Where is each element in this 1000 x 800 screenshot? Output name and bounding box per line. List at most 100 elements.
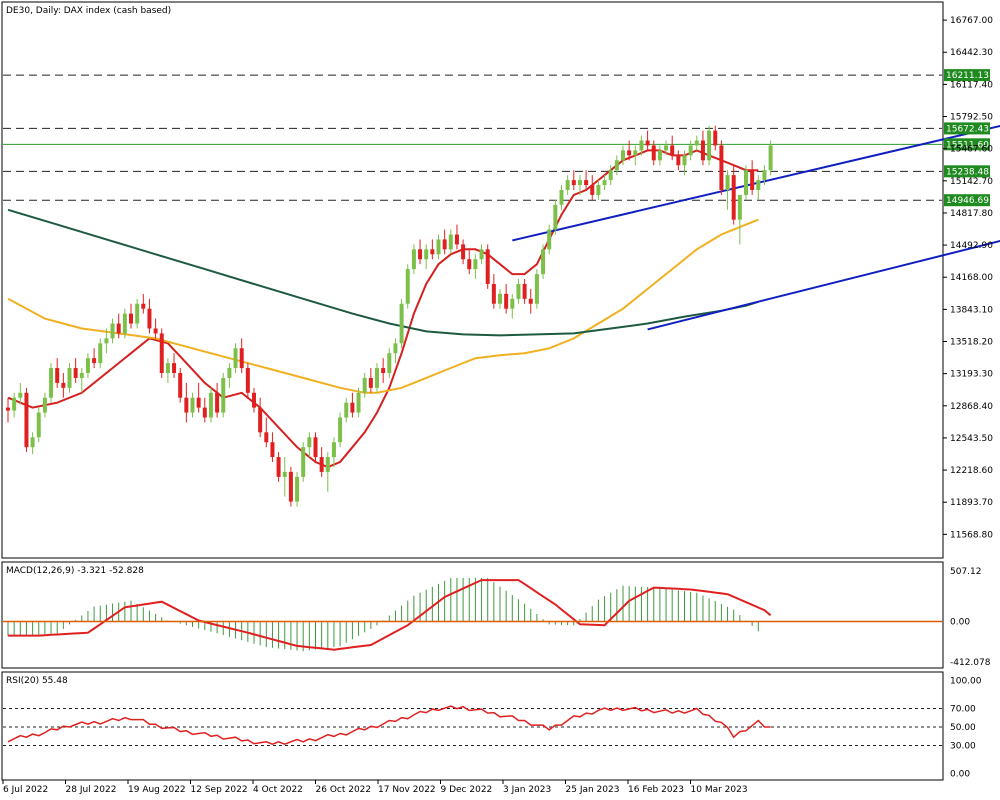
rsi-y-tick-label: 0.00 bbox=[950, 769, 970, 779]
candle bbox=[196, 397, 201, 408]
candle bbox=[485, 249, 490, 284]
candle bbox=[590, 185, 595, 195]
candle bbox=[725, 175, 730, 190]
candle bbox=[664, 145, 669, 151]
y-tick-label: 12543.50 bbox=[950, 434, 993, 444]
candle bbox=[36, 412, 41, 438]
level-tag-label: 16211.13 bbox=[946, 71, 989, 81]
axis-layer: 16211.13 15672.43 15511.60 15238.48 14946.69… bbox=[2, 16, 993, 795]
candle bbox=[762, 170, 767, 181]
candle bbox=[202, 407, 207, 418]
candle bbox=[448, 234, 453, 250]
candle bbox=[270, 442, 275, 458]
y-tick-label: 14492.90 bbox=[950, 241, 993, 251]
rsi-y-tick-label: 70.00 bbox=[950, 704, 976, 714]
candle bbox=[368, 377, 373, 388]
candle bbox=[399, 303, 404, 344]
candle bbox=[375, 368, 379, 388]
candle bbox=[344, 402, 349, 418]
candle bbox=[313, 437, 318, 458]
macd-y-tick-label: 507.12 bbox=[950, 567, 982, 577]
candle bbox=[577, 180, 582, 186]
candle bbox=[614, 160, 619, 171]
candle bbox=[461, 244, 466, 260]
candle bbox=[418, 249, 423, 260]
candle bbox=[356, 392, 361, 413]
candle bbox=[473, 259, 478, 270]
candle bbox=[528, 298, 533, 304]
y-tick-label: 14168.00 bbox=[950, 273, 993, 283]
candle bbox=[276, 457, 281, 477]
candle bbox=[737, 194, 742, 220]
candle bbox=[510, 298, 515, 309]
candle bbox=[670, 145, 675, 156]
y-tick-label: 16767.00 bbox=[950, 16, 993, 26]
price-chart-layer bbox=[3, 74, 1000, 507]
candle bbox=[49, 368, 54, 398]
candle bbox=[682, 155, 687, 166]
candle bbox=[565, 180, 570, 190]
y-tick-label: 14817.80 bbox=[950, 209, 993, 219]
y-tick-label: 13518.20 bbox=[950, 338, 993, 348]
macd-panel[interactable] bbox=[1, 561, 944, 669]
macd-title: MACD(12,26,9) -3.321 -52.828 bbox=[6, 566, 144, 576]
candle bbox=[172, 363, 177, 373]
candle bbox=[190, 397, 195, 413]
candle bbox=[92, 358, 97, 364]
candle bbox=[264, 432, 269, 443]
candle bbox=[319, 457, 324, 472]
price-panel[interactable] bbox=[1, 1, 944, 559]
candle bbox=[258, 407, 263, 433]
candle bbox=[541, 249, 546, 275]
candle bbox=[498, 293, 502, 304]
candle bbox=[405, 269, 410, 304]
candle bbox=[559, 189, 564, 205]
candle bbox=[639, 140, 644, 151]
candle bbox=[6, 407, 10, 411]
x-tick-label: 4 Oct 2022 bbox=[253, 785, 303, 795]
level-tag bbox=[944, 194, 990, 207]
candle bbox=[645, 140, 650, 146]
candle bbox=[430, 249, 435, 255]
candle bbox=[362, 377, 367, 393]
candle bbox=[104, 338, 109, 344]
candle bbox=[301, 447, 306, 477]
candle bbox=[61, 382, 66, 388]
candle bbox=[602, 180, 607, 186]
x-tick-label: 6 Jul 2022 bbox=[3, 785, 48, 795]
candle bbox=[442, 239, 447, 250]
rsi-panel[interactable] bbox=[1, 671, 944, 781]
y-tick-label: 13193.30 bbox=[950, 370, 993, 380]
candle bbox=[307, 437, 312, 448]
candle bbox=[73, 368, 78, 378]
rsi-y-tick-label: 30.00 bbox=[950, 742, 976, 752]
x-tick-label: 19 Aug 2022 bbox=[128, 785, 186, 795]
y-tick-label: 15142.70 bbox=[950, 177, 993, 187]
candle bbox=[534, 274, 539, 304]
rsi-y-tick-label: 50.00 bbox=[950, 723, 976, 733]
candle bbox=[608, 170, 613, 181]
candle bbox=[141, 303, 146, 309]
candle bbox=[657, 150, 662, 161]
candle bbox=[55, 368, 60, 383]
candle bbox=[79, 372, 84, 378]
candle bbox=[694, 140, 699, 146]
candle bbox=[381, 368, 386, 373]
candle bbox=[700, 140, 705, 161]
rsi-line bbox=[7, 705, 771, 746]
x-tick-label: 9 Dec 2022 bbox=[441, 785, 493, 795]
candle bbox=[159, 333, 164, 373]
candle bbox=[750, 170, 755, 190]
candle bbox=[596, 185, 601, 195]
price-chart-title: DE30, Daily: DAX index (cash based) bbox=[6, 6, 171, 16]
candle bbox=[116, 323, 121, 334]
level-tag-label: 15238.48 bbox=[946, 167, 989, 177]
rsi-chart-layer bbox=[3, 705, 942, 747]
macd-y-tick-label: 0.00 bbox=[950, 617, 970, 627]
candle bbox=[239, 348, 244, 369]
channel-line-lower bbox=[647, 239, 1000, 331]
candle bbox=[522, 283, 527, 299]
y-tick-label: 11893.70 bbox=[950, 498, 993, 508]
candle bbox=[393, 343, 398, 354]
